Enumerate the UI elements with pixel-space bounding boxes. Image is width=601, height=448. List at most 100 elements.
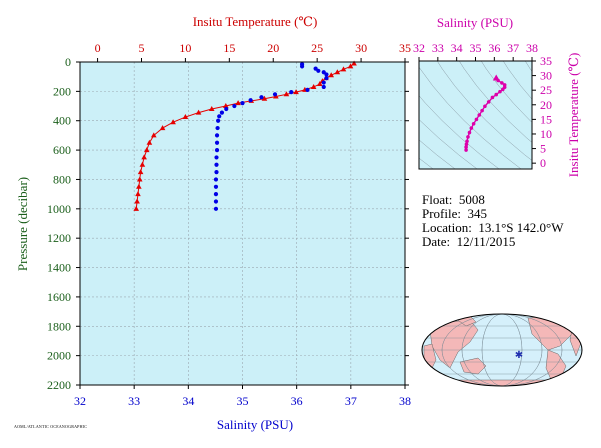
date-label: Date:	[422, 234, 451, 249]
salinity-tick-label: 36	[291, 394, 303, 408]
density-contour	[436, 61, 532, 161]
ts-temperature-tick-label: 25	[540, 83, 552, 97]
temperature-point	[159, 125, 166, 131]
salinity-point	[321, 84, 326, 90]
salinity-tick-label: 34	[182, 394, 194, 408]
float-info-row: Float: 5008	[422, 193, 563, 207]
ts-point	[464, 145, 468, 149]
temperature-point	[134, 198, 140, 204]
pressure-tick-label: 2000	[47, 349, 71, 363]
density-contour	[419, 95, 500, 169]
temperature-point	[334, 69, 341, 75]
profile-value: 345	[467, 206, 488, 221]
temperature-point	[146, 139, 153, 145]
float-location-marker: ✱	[515, 350, 523, 361]
salinity-point	[224, 106, 229, 112]
ts-temperature-tick-label: 35	[540, 54, 552, 68]
pressure-tick-label: 1000	[47, 202, 71, 216]
salinity-point	[213, 199, 219, 204]
temperature-point	[283, 91, 290, 97]
ts-point	[464, 148, 468, 152]
footer-note: AOML/ATLANTIC OCEANOGRAPHIC	[14, 424, 88, 429]
salinity-point	[213, 184, 219, 189]
ts-salinity-tick-label: 33	[432, 41, 444, 55]
profile-label: Profile:	[422, 206, 461, 221]
ts-temperature-tick-label: 0	[540, 156, 546, 170]
temperature-point	[235, 100, 241, 106]
float-info-row: Profile: 345	[422, 207, 563, 221]
salinity-point	[289, 89, 294, 95]
salinity-point	[232, 103, 237, 109]
salinity-tick-label: 38	[399, 394, 411, 408]
salinity-point	[214, 155, 219, 160]
ts-point	[483, 104, 487, 109]
temperature-point	[170, 119, 176, 125]
location-map: ✱	[421, 313, 583, 387]
ts-point	[498, 89, 502, 94]
map-longitude-line	[441, 314, 563, 386]
profile-plot: 0 5 10 15 20 25 30 35 32 33 34 35 36 37 38 0 200 400 600 80…	[15, 14, 411, 432]
pressure-tick-label: 600	[53, 143, 71, 157]
map-outline	[421, 313, 583, 387]
salinity-point	[216, 118, 221, 123]
salinity-point	[324, 72, 329, 77]
salinity-point	[299, 64, 305, 69]
map-land	[423, 315, 582, 386]
ts-point	[465, 139, 469, 144]
ts-temperature-tick-label: 20	[540, 98, 552, 112]
location-value: 13.1°S 142.0°W	[478, 220, 564, 235]
temperature-point	[208, 105, 215, 111]
salinity-tick-label: 33	[128, 394, 140, 408]
temperature-axis-title: Insitu Temperature (℃)	[193, 14, 318, 29]
ts-point	[467, 130, 472, 135]
temperature-point	[133, 205, 140, 211]
profile-plot-axes: 0 5 10 15 20 25 30 35 32 33 34 35 36 37 38 0 200 400 600 80…	[47, 41, 411, 408]
salinity-point	[213, 206, 219, 211]
salinity-point	[214, 162, 219, 167]
salinity-point	[259, 95, 264, 100]
ts-salinity-tick-label: 38	[526, 41, 538, 55]
ts-salinity-tick-label: 34	[451, 41, 463, 55]
salinity-point	[305, 87, 310, 92]
pressure-tick-label: 1200	[47, 231, 71, 245]
ts-temperature-axis-title: Insitu Temperature (℃)	[566, 53, 581, 178]
pressure-tick-label: 800	[53, 172, 71, 186]
temperature-point	[135, 191, 141, 197]
ts-point	[500, 81, 504, 85]
ts-point	[490, 95, 495, 100]
temperature-point	[310, 83, 317, 89]
pressure-tick-label: 2200	[47, 378, 71, 392]
salinity-point	[272, 92, 278, 97]
ts-diagram-background	[419, 61, 532, 169]
salinity-point	[213, 192, 219, 197]
ts-salinity-tick-label: 37	[507, 41, 519, 55]
ts-temperature-tick-label: 10	[540, 127, 552, 141]
pressure-tick-label: 1600	[47, 290, 71, 304]
ts-point	[477, 113, 482, 117]
temperature-point	[351, 60, 357, 66]
ts-series	[464, 74, 507, 152]
pressure-tick-label: 200	[53, 84, 71, 98]
float-info-row: Date: 12/11/2015	[422, 235, 563, 249]
ts-point	[466, 135, 470, 139]
date-value: 12/11/2015	[456, 234, 516, 249]
salinity-tick-label: 37	[345, 394, 357, 408]
temperature-tick-label: 30	[355, 41, 367, 55]
temperature-tick-label: 15	[223, 41, 235, 55]
ts-density-contours	[419, 51, 601, 189]
density-contour	[585, 51, 601, 189]
density-contour	[419, 119, 478, 169]
ts-point	[469, 126, 474, 130]
salinity-point	[214, 133, 220, 138]
pressure-axis-title: Pressure (decibar)	[15, 177, 30, 271]
temperature-point	[195, 109, 202, 115]
density-contour	[480, 61, 532, 123]
temperature-tick-label: 35	[399, 41, 411, 55]
temperature-point	[136, 176, 143, 182]
salinity-point	[213, 177, 219, 182]
salinity-point	[316, 68, 321, 73]
temperature-tick-label: 5	[138, 41, 144, 55]
temperature-point	[223, 103, 229, 109]
